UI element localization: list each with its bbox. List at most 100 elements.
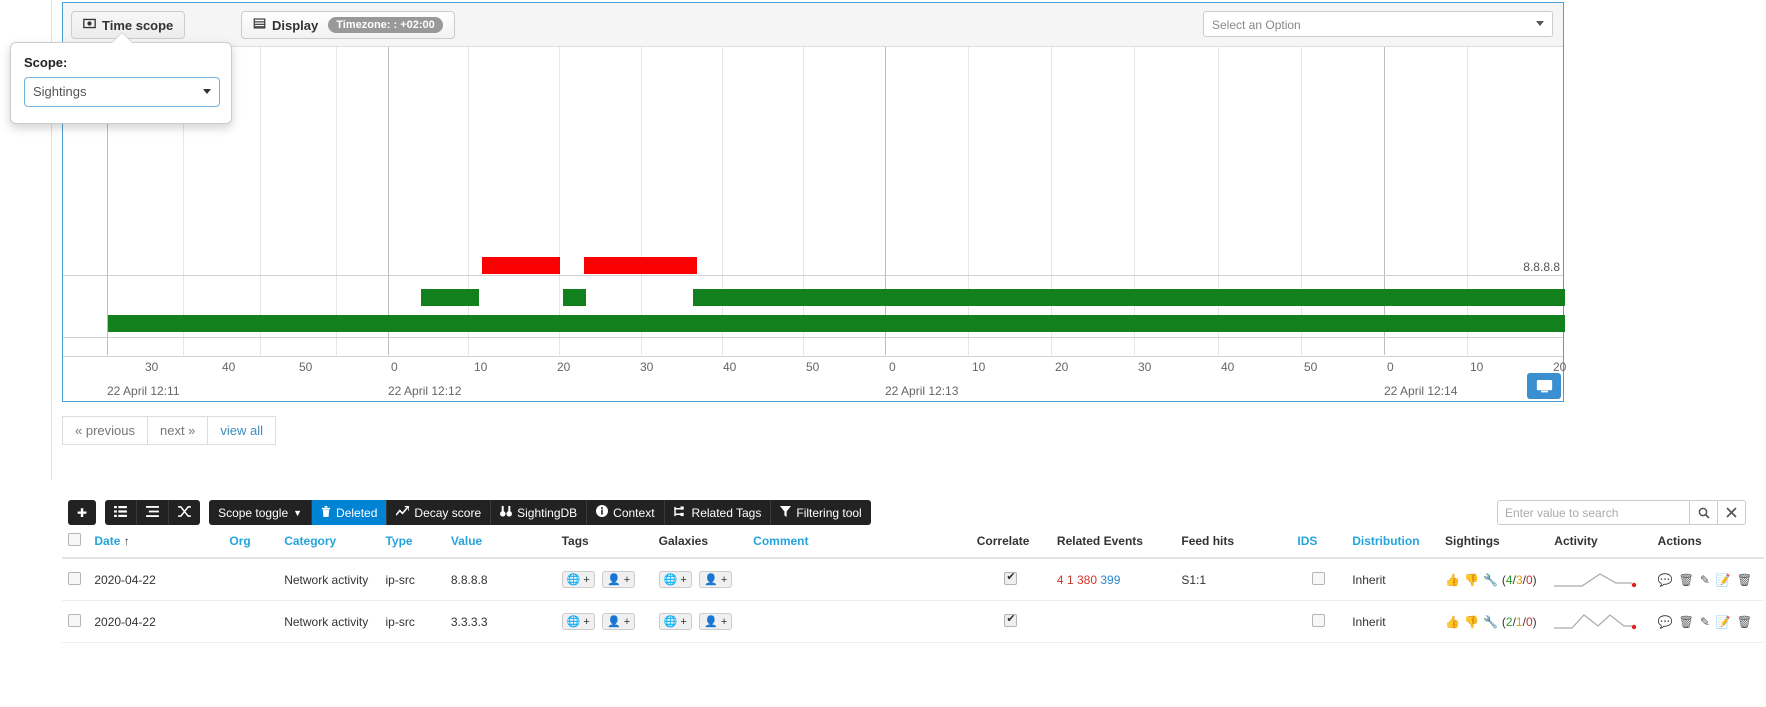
table-row[interactable]: 2020-04-22 Network activity ip-src 8.8.8… [62,558,1764,601]
chart-plot-area: 8.8.8.8 3.3.3.3 30 40 50 0 10 20 30 40 5… [63,47,1566,401]
delete-icon[interactable]: 🗑 [1678,572,1694,587]
clear-search-button[interactable] [1718,500,1746,525]
edit-icon[interactable]: ✎ [1699,572,1710,587]
ids-checkbox[interactable] [1312,571,1326,585]
cell-date: 2020-04-22 [88,600,224,643]
cell-galaxies[interactable]: 🌐 + 👤 + [652,558,748,601]
header-ids[interactable]: IDS [1291,527,1347,559]
align-view-button[interactable] [136,500,169,525]
cell-related-events[interactable]: 4 1 380 399 [1050,558,1176,601]
add-tag-user-button[interactable]: 👤 + [602,571,636,588]
x-tick: 10 [474,360,488,374]
add-galaxy-user-button[interactable]: 👤 + [699,613,733,630]
thumbs-down-icon[interactable]: 👎 [1463,572,1479,587]
propose-icon[interactable]: 📝 [1715,572,1731,587]
row-select-cell[interactable] [62,600,89,643]
filtering-tool-button[interactable]: Filtering tool [770,500,871,525]
comment-icon[interactable]: 💬 [1657,572,1673,587]
cell-tags[interactable]: 🌐 + 👤 + [555,558,653,601]
add-galaxy-globe-button[interactable]: 🌐 + [658,613,692,630]
deleted-button[interactable]: Deleted [311,500,387,525]
cell-value: 8.8.8.8 [444,558,556,601]
correlate-checkbox[interactable] [1004,612,1018,627]
add-attribute-button[interactable]: ✚ [68,500,97,525]
next-page-button[interactable]: next » [146,416,209,445]
propose-icon[interactable]: 📝 [1715,614,1731,629]
trash-icon [321,505,331,520]
x-tick: 0 [1387,360,1394,374]
cell-comment[interactable] [747,558,971,601]
search-button[interactable] [1690,500,1718,525]
x-tick: 0 [889,360,896,374]
binoculars-icon [500,505,513,520]
search-input[interactable] [1497,500,1690,525]
cell-tags[interactable]: 🌐 + 👤 + [555,600,653,643]
globe-icon: 🌐 [566,616,581,628]
cell-date: 2020-04-22 [88,558,224,601]
scope-select-value: Sightings [33,84,87,99]
select-all-header[interactable] [62,527,89,559]
thumbs-down-icon[interactable]: 👎 [1463,614,1479,629]
sightingdb-button[interactable]: SightingDB [490,500,587,525]
header-comment[interactable]: Comment [747,527,971,559]
wrench-icon[interactable]: 🔧 [1482,572,1498,587]
wrench-icon[interactable]: 🔧 [1482,614,1498,629]
scope-label: Scope: [24,55,68,70]
add-galaxy-globe-button[interactable]: 🌐 + [658,571,692,588]
row-checkbox[interactable] [68,613,81,627]
comment-icon[interactable]: 💬 [1657,614,1673,629]
header-distribution[interactable]: Distribution [1346,527,1440,559]
related-tags-button[interactable]: Related Tags [663,500,771,525]
sightings-count: (4/3/0) [1501,572,1537,587]
correlate-checkbox[interactable] [1004,570,1018,585]
header-date[interactable]: Date ↑ [88,527,224,559]
related-tags-label: Related Tags [691,505,762,520]
header-value[interactable]: Value [444,527,556,559]
cell-sightings: 👍 👎 🔧 (4/3/0) [1439,558,1549,601]
list-view-button[interactable] [105,500,137,525]
row-select-cell[interactable] [62,558,89,601]
cell-comment[interactable] [747,600,971,643]
previous-page-button[interactable]: « previous [62,416,148,445]
x-date-label: 22 April 12:11 [107,384,180,398]
view-all-button[interactable]: view all [207,416,277,445]
add-galaxy-user-button[interactable]: 👤 + [699,571,733,588]
deleted-label: Deleted [336,505,378,520]
thumbs-up-icon[interactable]: 👍 [1445,572,1460,587]
header-type[interactable]: Type [379,527,445,559]
cell-galaxies[interactable]: 🌐 + 👤 + [652,600,748,643]
select-all-checkbox[interactable] [68,533,81,546]
fullscreen-button[interactable] [1527,373,1561,399]
scope-toggle-button[interactable]: Scope toggle ▼ [209,500,312,525]
context-label: Context [613,505,655,520]
row-checkbox[interactable] [68,571,81,585]
related-event-4[interactable]: 399 [1100,572,1121,587]
shuffle-button[interactable] [168,500,201,525]
related-event-1[interactable]: 4 [1056,572,1064,587]
thumbs-up-icon[interactable]: 👍 [1445,614,1460,629]
edit-icon[interactable]: ✎ [1699,614,1710,629]
table-row[interactable]: 2020-04-22 Network activity ip-src 3.3.3… [62,600,1764,643]
x-date-label: 22 April 12:12 [388,384,462,398]
display-button[interactable]: Display Timezone: : +02:00 [241,11,455,39]
add-tag-globe-button[interactable]: 🌐 + [561,571,595,588]
select-an-option-dropdown[interactable]: Select an Option [1203,11,1553,37]
delete-icon[interactable]: 🗑 [1678,614,1694,629]
header-category[interactable]: Category [278,527,380,559]
related-event-3[interactable]: 380 [1076,572,1097,587]
chart-row-label-1: 8.8.8.8 [1523,260,1560,274]
filters-group: Scope toggle ▼ Deleted Decay score Sight… [209,500,871,525]
related-event-2[interactable]: 1 [1066,572,1074,587]
scope-toggle-label: Scope toggle [218,505,289,520]
scope-select[interactable]: Sightings [24,77,220,107]
remove-icon[interactable]: 🗑 [1736,614,1753,629]
add-tag-globe-button[interactable]: 🌐 + [561,613,595,630]
add-tag-user-button[interactable]: 👤 + [602,613,636,630]
header-actions: Actions [1651,527,1764,559]
cell-feed-hits[interactable]: S1:1 [1175,558,1292,601]
context-button[interactable]: Context [586,500,664,525]
ids-checkbox[interactable] [1312,613,1326,627]
header-org[interactable]: Org [223,527,279,559]
decay-score-button[interactable]: Decay score [386,500,491,525]
remove-icon[interactable]: 🗑 [1736,572,1753,587]
